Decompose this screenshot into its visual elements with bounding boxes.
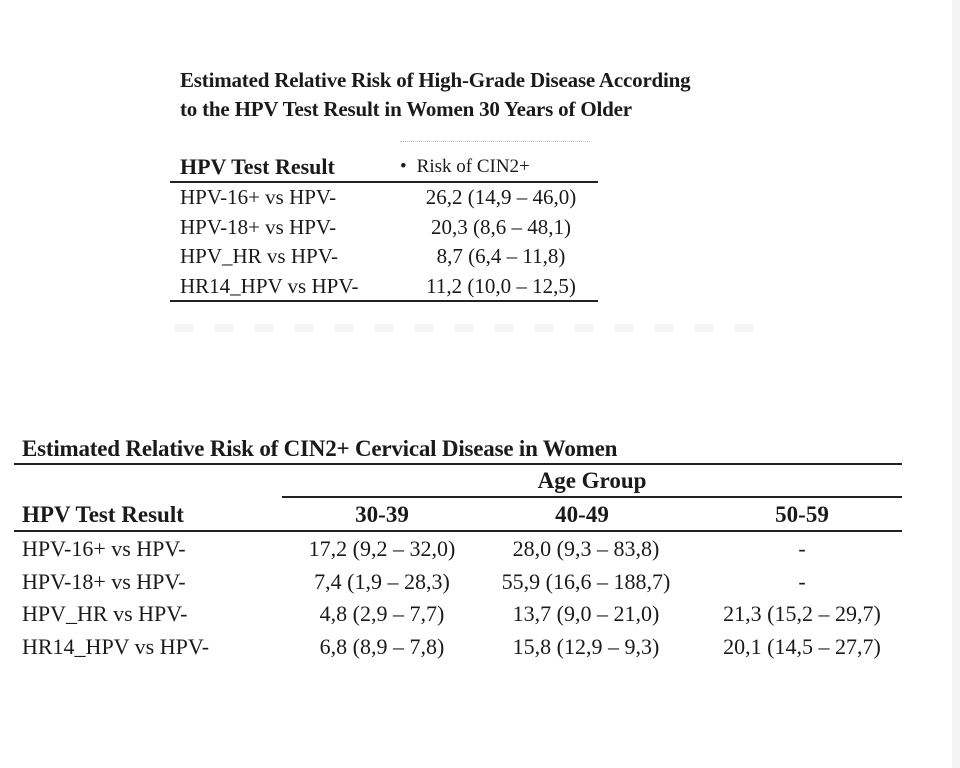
table2-header-label: HPV Test Result xyxy=(22,502,184,527)
table-row: HPV-18+ vs HPV- 7,4 (1,9 – 28,3) 55,9 (1… xyxy=(14,566,902,599)
table-row: HR14_HPV vs HPV- 11,2 (10,0 – 12,5) xyxy=(170,272,598,302)
row-value: 26,2 (14,9 – 46,0) xyxy=(425,185,577,209)
table1-title-line2: to the HPV Test Result in Women 30 Years… xyxy=(180,97,632,121)
cell-50-59: 21,3 (15,2 – 29,7) xyxy=(723,601,881,626)
table1-dotted-divider xyxy=(400,141,590,142)
table1-header-risk: • Risk of CIN2+ xyxy=(400,152,530,181)
cell-30-39: 7,4 (1,9 – 28,3) xyxy=(314,568,450,594)
column-header-30-39: 30-39 xyxy=(355,502,409,527)
row-label: HPV-16+ vs HPV- xyxy=(22,536,186,561)
cell-50-59: - xyxy=(798,536,806,561)
row-label: HR14_HPV vs HPV- xyxy=(22,633,210,659)
row-value: 11,2 (10,0 – 12,5) xyxy=(426,273,576,298)
table1-header-risk-label: Risk of CIN2+ xyxy=(416,156,530,177)
table1-header: HPV Test Result • Risk of CIN2+ xyxy=(170,152,598,181)
table1-header-label: HPV Test Result xyxy=(180,154,335,179)
table1-bottom-rule xyxy=(170,300,598,302)
column-header-40-49: 40-49 xyxy=(555,502,609,527)
row-value: 20,3 (8,6 – 48,1) xyxy=(431,214,571,239)
table2-header-rule xyxy=(14,530,902,532)
table-row: HPV-16+ vs HPV- 17,2 (9,2 – 32,0) 28,0 (… xyxy=(14,533,902,566)
cell-30-39: 4,8 (2,9 – 7,7) xyxy=(319,601,445,626)
cell-40-49: 55,9 (16,6 – 188,7) xyxy=(501,568,671,594)
table-row: HPV-18+ vs HPV- 20,3 (8,6 – 48,1) xyxy=(170,213,598,243)
cell-30-39: 17,2 (9,2 – 32,0) xyxy=(308,536,456,561)
table1-title: Estimated Relative Risk of High-Grade Di… xyxy=(180,66,780,124)
table2-title: Estimated Relative Risk of CIN2+ Cervica… xyxy=(22,436,618,461)
cell-30-39: 6,8 (8,9 – 7,8) xyxy=(319,633,445,659)
cell-40-49: 13,7 (9,0 – 21,0) xyxy=(512,601,660,626)
faint-scan-artifact xyxy=(175,324,775,332)
column-header-50-59: 50-59 xyxy=(775,502,829,527)
age-group-header: Age Group xyxy=(537,468,647,493)
row-label: HR14_HPV vs HPV- xyxy=(180,273,359,298)
table-row: HPV-16+ vs HPV- 26,2 (14,9 – 46,0) xyxy=(170,183,598,213)
table2-top-rule xyxy=(14,463,902,465)
table-row: HPV_HR vs HPV- 8,7 (6,4 – 11,8) xyxy=(170,242,598,272)
row-label: HPV-18+ vs HPV- xyxy=(22,568,186,594)
cell-40-49: 28,0 (9,3 – 83,8) xyxy=(512,536,660,561)
page-edge xyxy=(952,0,960,768)
row-value: 8,7 (6,4 – 11,8) xyxy=(436,244,566,268)
table-row: HPV_HR vs HPV- 4,8 (2,9 – 7,7) 13,7 (9,0… xyxy=(14,598,902,631)
cell-40-49: 15,8 (12,9 – 9,3) xyxy=(512,633,660,659)
row-label: HPV-16+ vs HPV- xyxy=(180,185,337,209)
table1-title-line1: Estimated Relative Risk of High-Grade Di… xyxy=(180,68,691,92)
table2-body: HPV-16+ vs HPV- 17,2 (9,2 – 32,0) 28,0 (… xyxy=(14,533,902,663)
cell-50-59: - xyxy=(798,568,806,594)
row-label: HPV_HR vs HPV- xyxy=(180,244,338,268)
bullet-icon: • xyxy=(400,156,407,177)
cell-50-59: 20,1 (14,5 – 27,7) xyxy=(723,633,881,659)
age-group-rule xyxy=(282,496,902,498)
row-label: HPV-18+ vs HPV- xyxy=(180,214,337,239)
table-row: HR14_HPV vs HPV- 6,8 (8,9 – 7,8) 15,8 (1… xyxy=(14,631,902,664)
table1-body: HPV-16+ vs HPV- 26,2 (14,9 – 46,0) HPV-1… xyxy=(170,183,598,301)
row-label: HPV_HR vs HPV- xyxy=(22,601,188,626)
table1-header-rule xyxy=(170,181,598,183)
